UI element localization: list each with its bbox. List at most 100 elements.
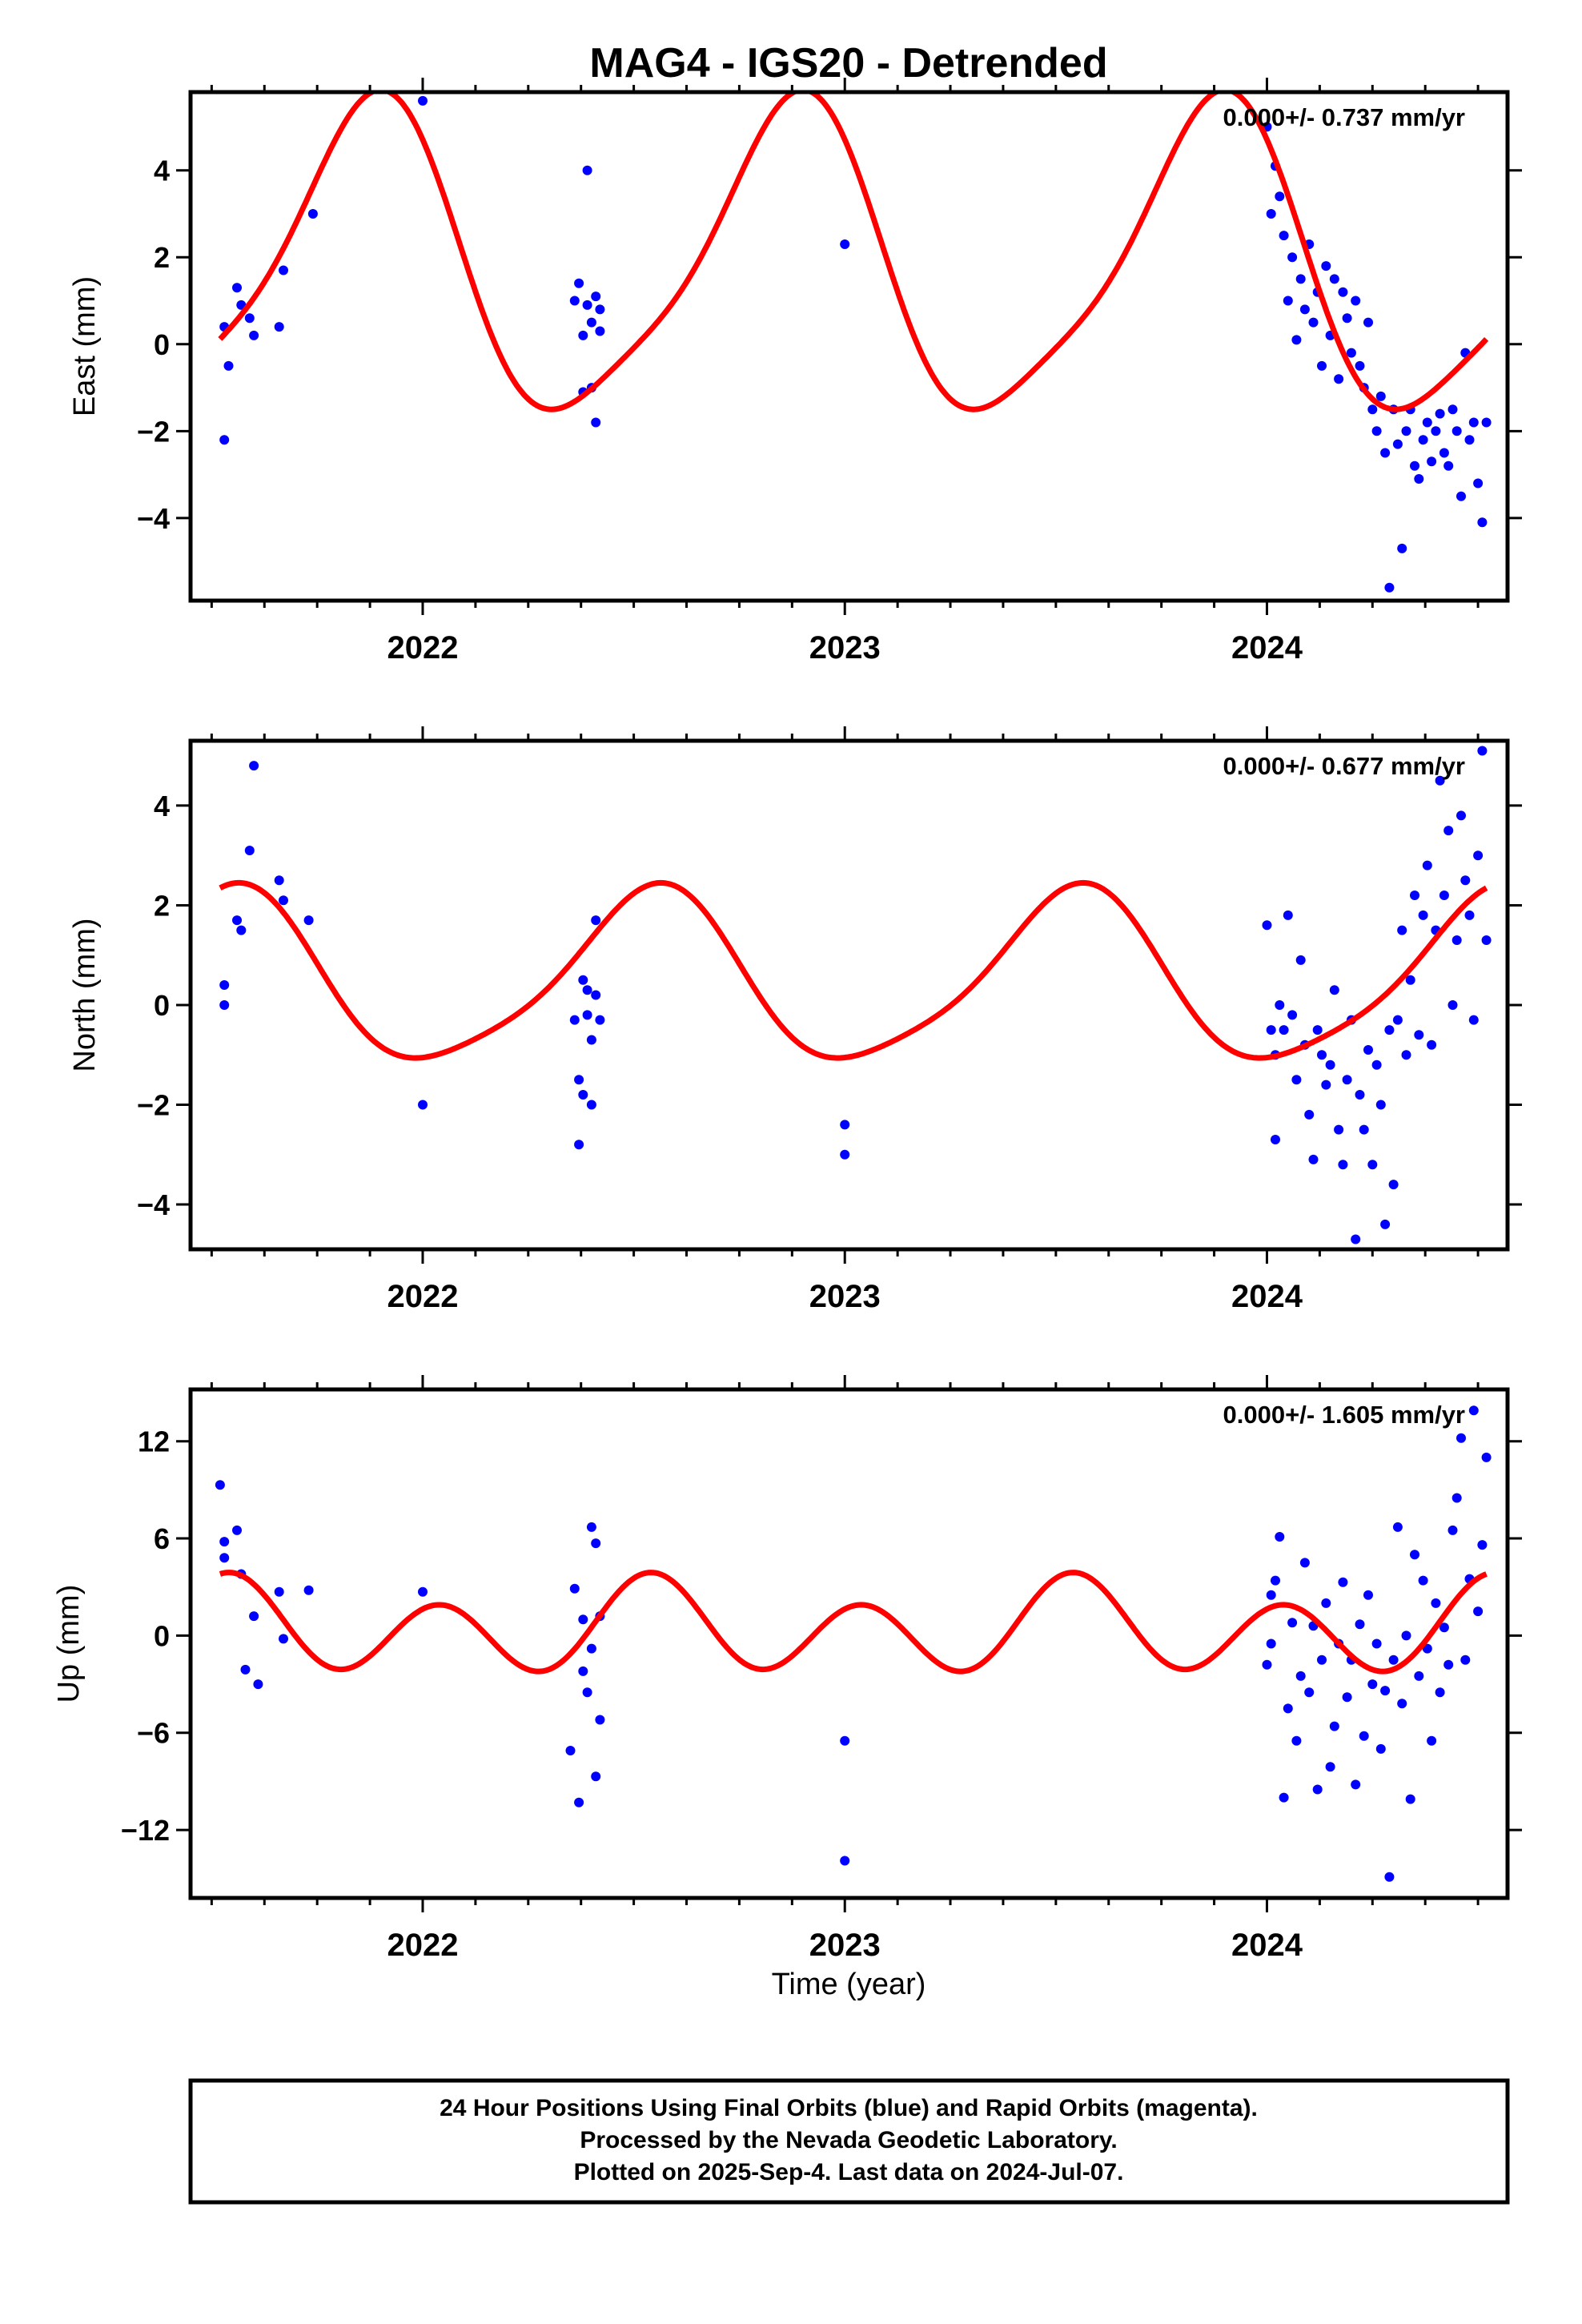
panel-north: 2022 2023 2024 −4 −2 0 2 4 North (mm) 0.000+/- 0.… — [68, 726, 1522, 1314]
data-point — [219, 1000, 230, 1010]
data-point — [1351, 1779, 1361, 1790]
y-tick-label: −2 — [137, 415, 170, 448]
model-fit-line — [219, 1570, 1488, 1675]
y-tick-label: −6 — [137, 1717, 170, 1750]
data-point — [1371, 1059, 1382, 1070]
x-tick-label: 2024 — [1231, 1279, 1303, 1314]
data-point — [1355, 1619, 1365, 1630]
footer-line-3: Plotted on 2025-Sep-4. Last data on 2024… — [574, 2159, 1124, 2185]
data-point — [219, 435, 230, 445]
y-tick-label: 2 — [154, 889, 170, 922]
data-point — [840, 1149, 850, 1160]
data-point — [1355, 1090, 1365, 1100]
x-tick-label: 2023 — [809, 630, 881, 665]
data-point — [1275, 191, 1285, 202]
data-point — [1414, 1671, 1424, 1681]
data-point — [591, 417, 601, 428]
y-tick-label: 12 — [138, 1425, 170, 1458]
data-point — [1262, 1659, 1272, 1670]
x-tick-label: 2024 — [1231, 1928, 1303, 1963]
data-point — [1317, 360, 1327, 371]
data-point — [1464, 910, 1475, 920]
data-point — [840, 1856, 850, 1866]
data-point — [232, 915, 242, 926]
data-point — [1325, 1059, 1335, 1070]
data-point — [1329, 1721, 1339, 1731]
data-point — [591, 1538, 601, 1549]
data-point — [418, 1100, 428, 1110]
y-tick-label: 4 — [154, 790, 170, 822]
data-point — [582, 985, 592, 995]
data-point — [574, 1140, 584, 1150]
data-point — [1388, 1655, 1399, 1665]
data-point — [1367, 404, 1378, 415]
x-tick-label: 2022 — [387, 630, 458, 665]
data-point — [303, 915, 314, 926]
data-point — [574, 1797, 584, 1807]
velocity-label: 0.000+/- 0.677 mm/yr — [1223, 752, 1465, 780]
data-point — [1439, 448, 1449, 458]
data-point — [279, 895, 288, 906]
y-tick-label: 2 — [154, 241, 170, 274]
footer-frame — [188, 2078, 1510, 2205]
data-point — [1477, 1540, 1488, 1550]
data-point — [1464, 435, 1475, 445]
data-point — [1304, 1687, 1315, 1698]
data-point — [1359, 1124, 1369, 1135]
data-point — [1367, 1160, 1378, 1170]
x-tick-label: 2023 — [809, 1279, 881, 1314]
figure-title: MAG4 - IGS20 - Detrended — [589, 40, 1107, 86]
data-point — [1388, 1180, 1399, 1190]
data-point — [1308, 1154, 1319, 1164]
data-point — [1275, 1000, 1285, 1010]
data-point — [1295, 274, 1306, 284]
data-point — [1329, 274, 1339, 284]
panel-frame — [188, 1387, 1510, 1900]
panel-up: 2022 2023 2024 −12 −6 0 6 12 Up (mm) 0.000+/- 1.6… — [52, 1375, 1522, 1963]
data-point — [1279, 1025, 1289, 1035]
data-point — [1410, 891, 1419, 900]
data-point — [1312, 1025, 1323, 1035]
data-point — [1266, 1638, 1276, 1649]
data-point — [1299, 304, 1310, 315]
data-point — [1401, 1630, 1411, 1641]
data-point — [840, 239, 850, 249]
data-point — [1410, 460, 1419, 471]
data-point — [591, 990, 601, 1000]
data-point — [244, 846, 255, 855]
y-tick-label: −2 — [137, 1088, 170, 1121]
data-point — [1384, 1872, 1395, 1882]
data-point — [1279, 231, 1289, 241]
y-axis-label: East (mm) — [68, 276, 102, 416]
y-tick-label: 4 — [154, 155, 170, 187]
data-point — [249, 1611, 259, 1622]
data-point — [569, 296, 580, 306]
data-point — [1456, 491, 1466, 501]
data-point — [1460, 875, 1471, 886]
y-tick-label: 0 — [154, 1619, 170, 1652]
data-point — [1481, 935, 1492, 945]
footer-line-2: Processed by the Nevada Geodetic Laborat… — [580, 2127, 1117, 2153]
data-points — [219, 746, 1492, 1244]
data-point — [1431, 426, 1441, 436]
data-point — [1375, 391, 1386, 401]
data-point — [1443, 826, 1454, 836]
data-point — [1363, 317, 1373, 328]
data-point — [1397, 925, 1407, 935]
data-point — [1287, 252, 1298, 263]
data-point — [236, 925, 247, 935]
data-point — [1266, 209, 1276, 219]
data-point — [1397, 1699, 1407, 1709]
data-point — [1299, 1558, 1310, 1568]
data-point — [1392, 1015, 1403, 1025]
y-tick-label: 6 — [154, 1522, 170, 1555]
data-point — [586, 1100, 596, 1110]
data-point — [1346, 348, 1356, 358]
data-point — [1435, 1687, 1445, 1698]
data-point — [1371, 426, 1382, 436]
data-point — [574, 278, 584, 288]
data-point — [219, 980, 230, 990]
data-point — [1321, 261, 1331, 271]
data-point — [1308, 317, 1319, 328]
data-point — [565, 1746, 576, 1755]
